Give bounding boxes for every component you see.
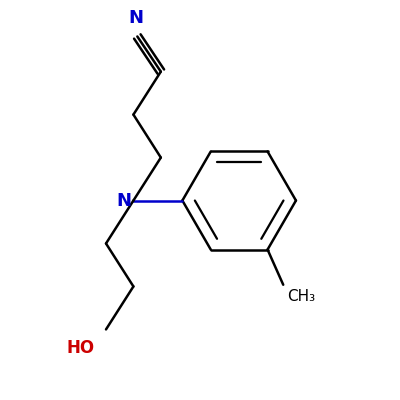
Text: N: N <box>116 192 131 210</box>
Text: HO: HO <box>66 339 94 357</box>
Text: N: N <box>128 9 143 27</box>
Text: CH₃: CH₃ <box>287 289 315 304</box>
